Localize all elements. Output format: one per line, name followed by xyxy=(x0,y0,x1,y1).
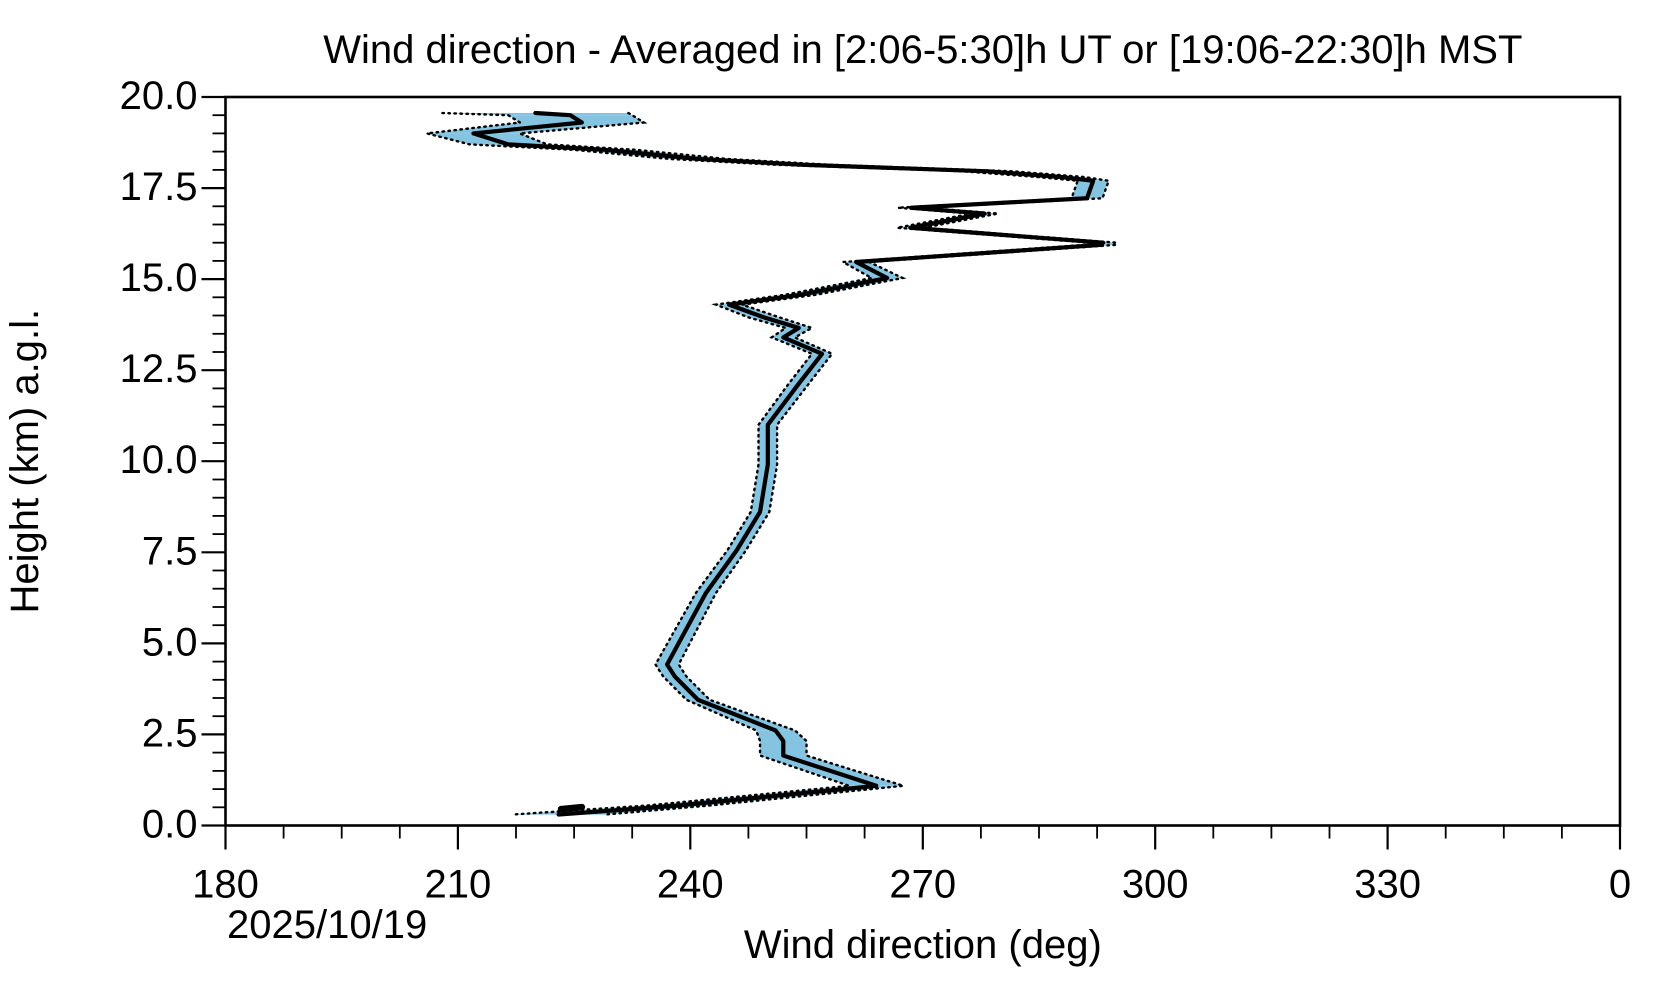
svg-text:7.5: 7.5 xyxy=(142,529,198,573)
svg-text:10.0: 10.0 xyxy=(120,438,198,482)
svg-text:2025/10/19: 2025/10/19 xyxy=(227,903,427,947)
svg-text:0.0: 0.0 xyxy=(142,803,198,847)
svg-text:240: 240 xyxy=(657,863,724,907)
svg-text:5.0: 5.0 xyxy=(142,620,198,664)
svg-text:180: 180 xyxy=(192,863,259,907)
svg-text:17.5: 17.5 xyxy=(120,165,198,209)
svg-text:330: 330 xyxy=(1354,863,1421,907)
svg-text:210: 210 xyxy=(425,863,492,907)
svg-text:20.0: 20.0 xyxy=(120,74,198,118)
svg-text:Wind direction (deg): Wind direction (deg) xyxy=(744,923,1102,967)
svg-text:15.0: 15.0 xyxy=(120,256,198,300)
svg-text:12.5: 12.5 xyxy=(120,347,198,391)
svg-text:Height (km) a.g.l.: Height (km) a.g.l. xyxy=(3,309,47,614)
svg-text:270: 270 xyxy=(889,863,956,907)
svg-text:Wind direction - Averaged in [: Wind direction - Averaged in [2:06-5:30]… xyxy=(323,28,1522,72)
svg-text:2.5: 2.5 xyxy=(142,711,198,755)
svg-text:300: 300 xyxy=(1122,863,1189,907)
svg-text:0: 0 xyxy=(1609,863,1631,907)
